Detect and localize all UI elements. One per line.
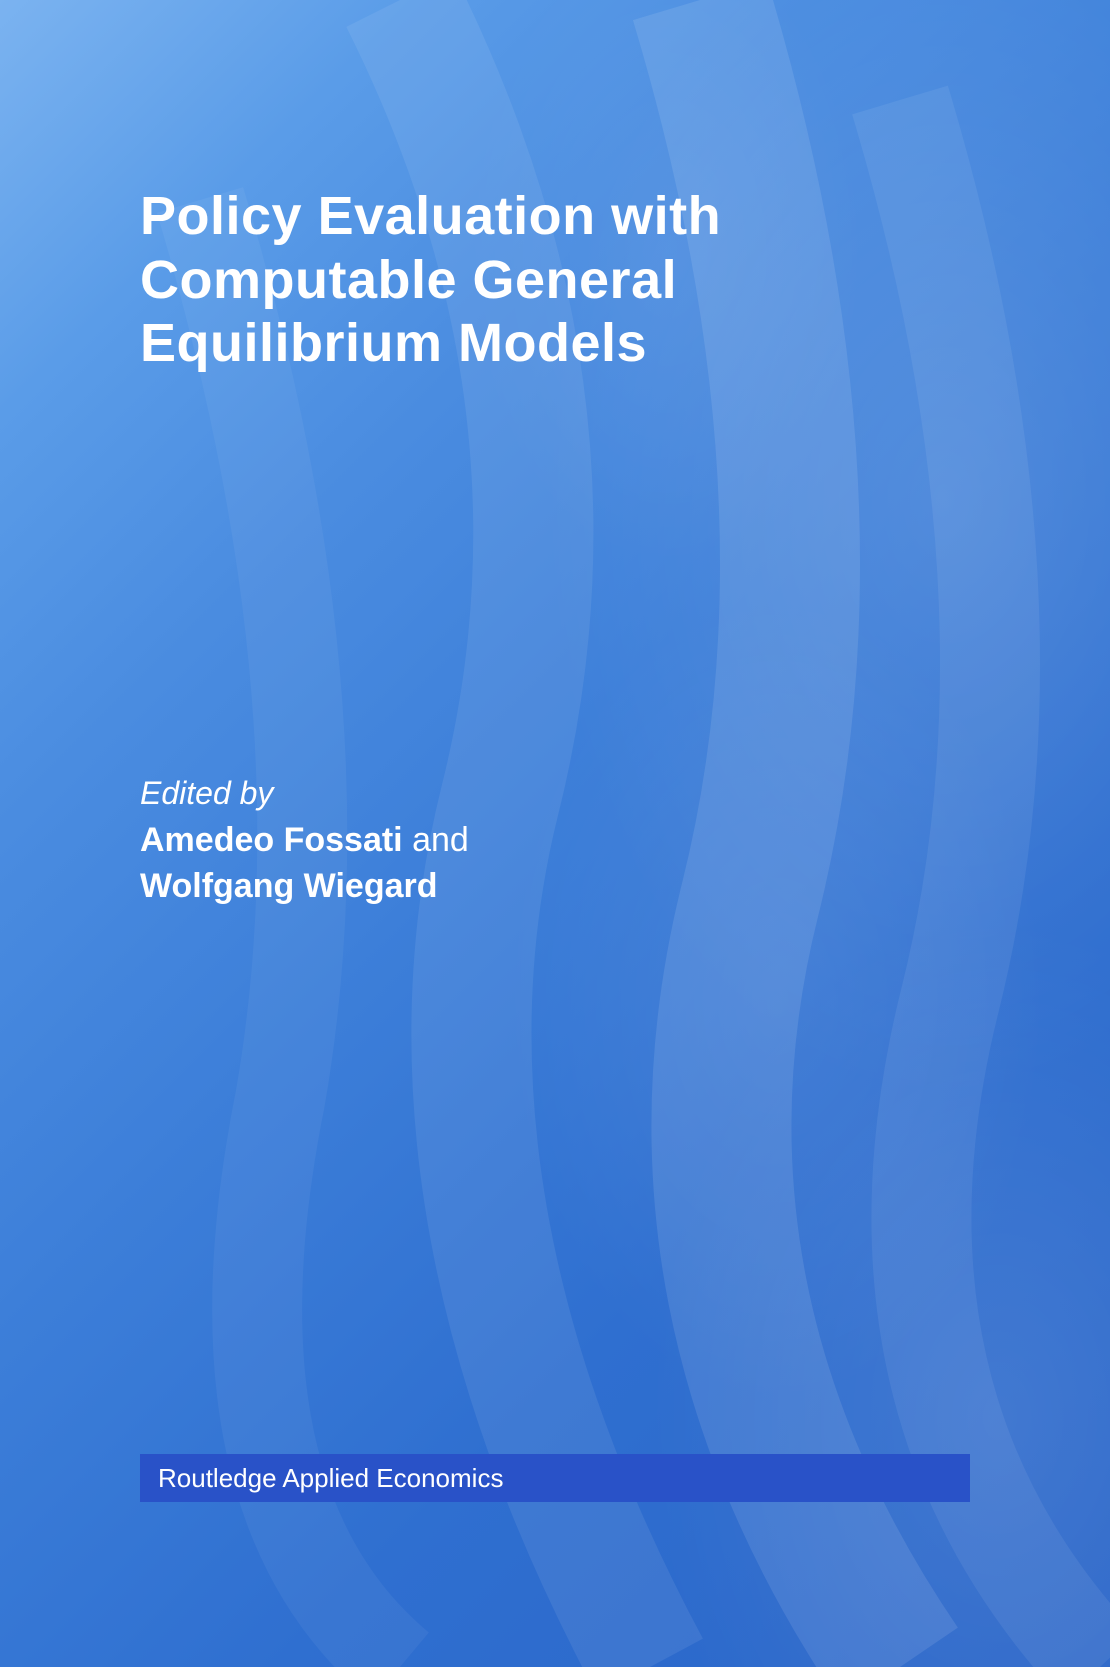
book-cover: Policy Evaluation with Computable Genera… <box>0 0 1110 1667</box>
edited-by-label: Edited by <box>140 775 469 812</box>
editor-1-name: Amedeo Fossati <box>140 821 403 859</box>
editor-connector: and <box>412 821 469 859</box>
series-text: Routledge Applied Economics <box>158 1463 503 1494</box>
editor-block: Edited by Amedeo Fossati and Wolfgang Wi… <box>140 775 469 910</box>
editor-2-name: Wolfgang Wiegard <box>140 867 438 905</box>
title-line-3: Equilibrium Models <box>140 312 721 376</box>
title-block: Policy Evaluation with Computable Genera… <box>140 185 721 376</box>
editor-line-1: Amedeo Fossati and <box>140 818 469 864</box>
series-bar: Routledge Applied Economics <box>140 1454 970 1502</box>
editor-line-2: Wolfgang Wiegard <box>140 864 469 910</box>
title-line-1: Policy Evaluation with <box>140 185 721 249</box>
title-line-2: Computable General <box>140 249 721 313</box>
